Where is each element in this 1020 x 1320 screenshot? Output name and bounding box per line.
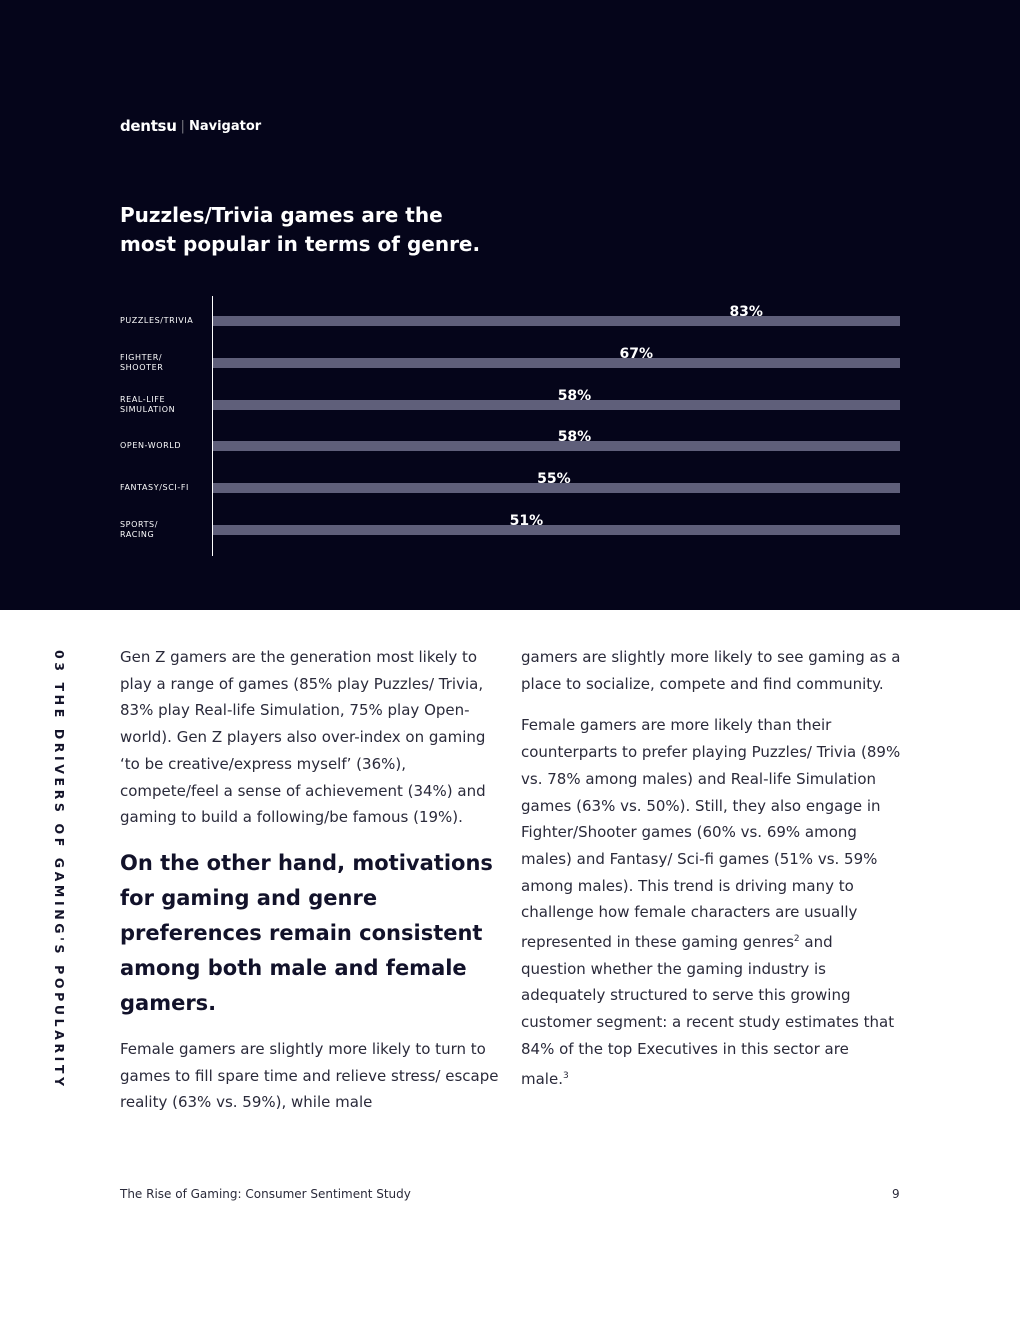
paragraph: Gen Z gamers are the generation most lik… [120,648,486,827]
text-column-right: gamers are slightly more likely to see g… [521,644,901,1107]
value-label: 51% [509,513,544,529]
page-number: 9 [892,1187,900,1201]
paragraph: gamers are slightly more likely to see g… [521,648,901,693]
paragraph: Female gamers are slightly more likely t… [120,1039,499,1112]
category-label: Sports/Racing [120,520,159,539]
category-label: Fantasy/Sci-Fi [120,483,189,492]
category-label: Fighter/Shooter [120,353,164,372]
brand-product: Navigator [188,118,262,134]
text-column-left: Gen Z gamers are the generation most lik… [120,644,500,1131]
footnote-ref[interactable]: 3 [562,1070,569,1081]
section-side-label: 03 THE DRIVERS OF GAMING'S POPULARITY [52,650,67,1090]
hero-section: dentsu | Navigator Puzzles/Trivia games … [0,0,1020,610]
dentsu-logo: dentsu [120,117,177,135]
paragraph: Female gamers are more likely than their… [521,712,901,1092]
footnote-ref[interactable]: 2 [793,934,800,945]
value-label: 67% [619,346,654,362]
chart-axis [212,296,213,556]
chart-headline: Puzzles/Trivia games are the most popula… [120,203,481,256]
footer-title: The Rise of Gaming: Consumer Sentiment S… [120,1187,411,1201]
value-label: 83% [729,304,763,320]
bar [213,483,900,493]
value-label: 58% [557,429,592,445]
pull-quote: On the other hand, motivations for gamin… [120,850,493,1015]
category-label: Puzzles/Trivia [120,316,194,325]
bar [213,525,900,535]
category-label: Open-world [120,441,182,450]
brand-separator: | [180,118,185,134]
genre-bar-chart: Puzzles/Trivia 83% Fighter/Shooter 67% Real-… [0,0,1020,610]
paragraph-text: Female gamers are more likely than their… [521,716,901,952]
value-label: 58% [557,388,592,404]
bar [213,358,900,368]
brand-logo: dentsu | Navigator [120,117,261,135]
bar [213,441,900,451]
bar [213,316,900,326]
category-label: Real-life Simulation [120,395,176,414]
bar [213,400,900,410]
paragraph-text: and question whether the gaming industry… [521,933,895,1088]
value-label: 55% [537,471,571,487]
